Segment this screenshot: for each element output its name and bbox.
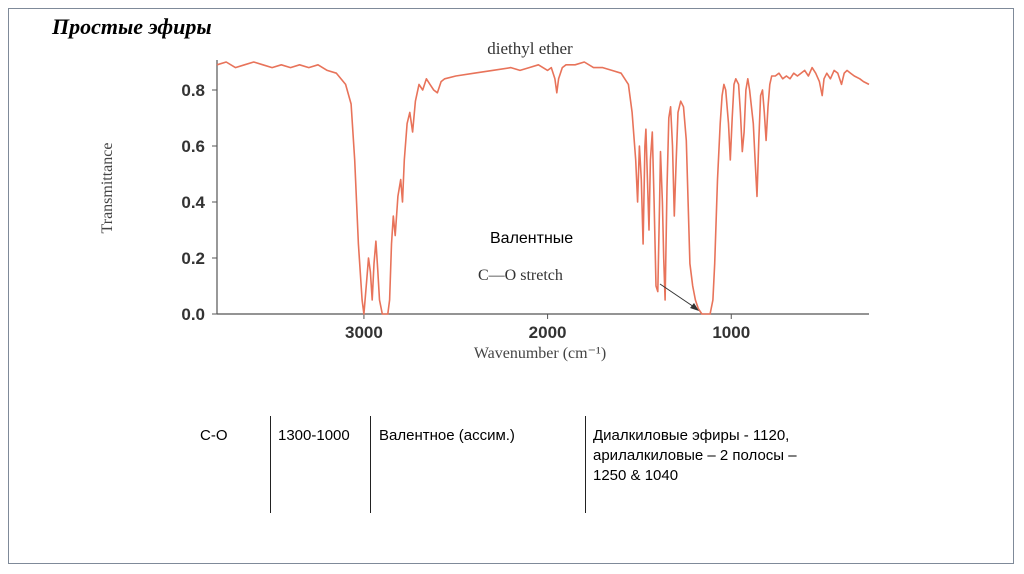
y-tick-label: 0.6 xyxy=(181,137,205,156)
table-divider-3 xyxy=(585,416,586,513)
table-cell-range: 1300-1000 xyxy=(278,427,350,444)
description-line: 1250 & 1040 xyxy=(593,467,679,484)
y-tick-label: 0.4 xyxy=(181,193,205,212)
y-tick-label: 0.8 xyxy=(181,81,205,100)
table-divider-2 xyxy=(370,416,371,513)
y-tick-label: 0.0 xyxy=(181,305,205,324)
annotation-co-stretch: C—O stretch xyxy=(478,267,563,284)
y-tick-label: 0.2 xyxy=(181,249,205,268)
table-cell-type: Валентное (ассим.) xyxy=(379,427,515,444)
annotation-arrow xyxy=(659,283,698,310)
x-tick-label: 1000 xyxy=(712,323,750,342)
slide-frame xyxy=(8,8,1014,564)
table-divider-1 xyxy=(270,416,271,513)
x-axis-label: Wavenumber (cm⁻¹) xyxy=(474,345,606,362)
table-cell-description: Диалкиловые эфиры - 1120, арилалкиловые … xyxy=(593,426,833,486)
x-tick-label: 3000 xyxy=(345,323,383,342)
ir-spectrum-chart: diethyl ether 0.0 0.2 0.4 0.6 0.8 3000 2000 10… xyxy=(99,39,870,362)
description-line: арилалкиловые – 2 полосы – xyxy=(593,447,797,464)
table-cell-group: C-O xyxy=(200,427,228,444)
x-ticks: 3000 2000 1000 xyxy=(345,314,750,342)
y-axis-label: Transmittance xyxy=(99,143,116,234)
description-line: Диалкиловые эфиры - 1120, xyxy=(593,427,790,444)
annotation-arrowhead xyxy=(690,303,699,311)
annotation-valence: Валентные xyxy=(490,230,574,247)
x-tick-label: 2000 xyxy=(529,323,567,342)
spectrum-line xyxy=(216,61,870,315)
chart-title: diethyl ether xyxy=(487,39,573,58)
y-ticks: 0.0 0.2 0.4 0.6 0.8 xyxy=(181,81,217,324)
slide-title: Простые эфиры xyxy=(52,14,212,39)
